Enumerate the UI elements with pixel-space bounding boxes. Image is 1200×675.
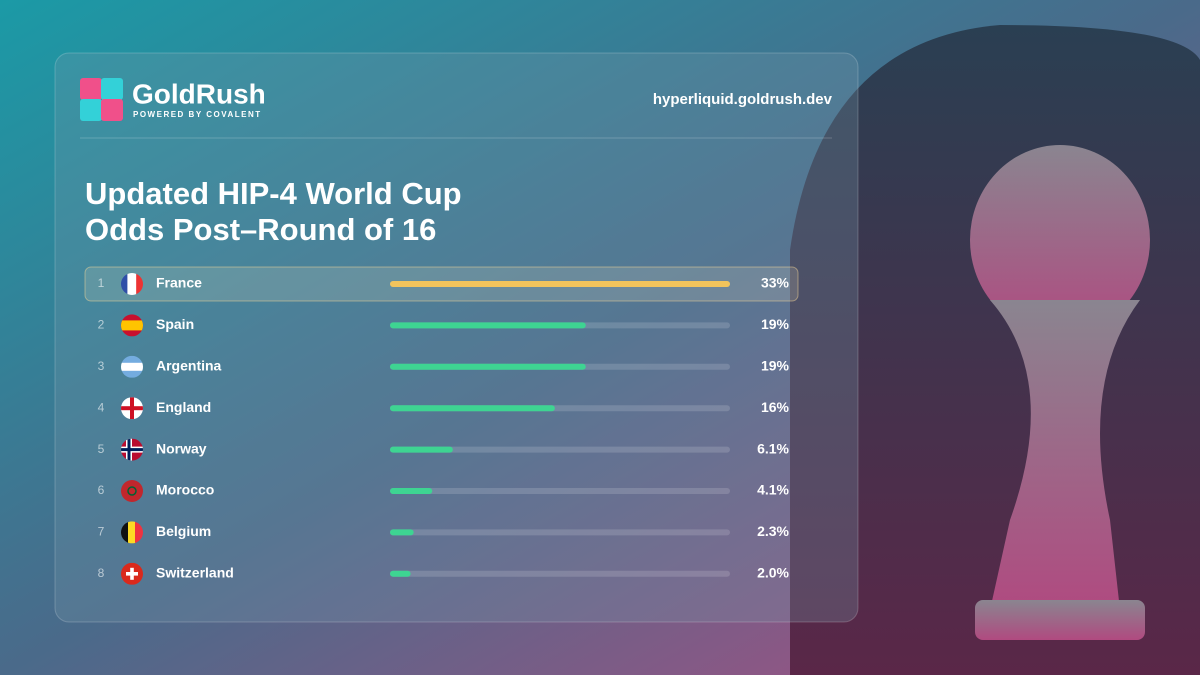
country-label: France bbox=[156, 275, 202, 291]
rank: 7 bbox=[98, 525, 105, 539]
flag-part bbox=[135, 521, 143, 544]
flag-part bbox=[121, 480, 143, 502]
value-label: 19% bbox=[761, 316, 790, 332]
logo-mark bbox=[80, 78, 123, 121]
brand-name: GoldRush bbox=[132, 78, 266, 109]
value-label: 19% bbox=[761, 358, 790, 374]
flag bbox=[121, 273, 143, 295]
chart-title: Odds Post–Round of 16 bbox=[85, 212, 436, 247]
rank: 8 bbox=[98, 566, 105, 580]
bar-track bbox=[390, 488, 730, 494]
flag-part bbox=[121, 362, 143, 371]
bar bbox=[390, 363, 586, 370]
value-label: 16% bbox=[761, 399, 790, 415]
brand-tagline: POWERED BY COVALENT bbox=[133, 110, 262, 119]
flag bbox=[121, 355, 143, 378]
flag bbox=[121, 562, 143, 585]
flag bbox=[121, 480, 143, 502]
bar bbox=[390, 446, 453, 453]
flag bbox=[121, 521, 143, 544]
value-label: 4.1% bbox=[757, 482, 789, 498]
rank: 5 bbox=[98, 442, 105, 456]
bar-track bbox=[390, 529, 730, 536]
flag bbox=[121, 397, 143, 420]
rank: 2 bbox=[98, 318, 105, 332]
panel bbox=[54, 52, 859, 623]
country-label: Morocco bbox=[156, 482, 214, 498]
country-label: England bbox=[156, 399, 211, 415]
flag bbox=[121, 314, 143, 337]
value-label: 33% bbox=[761, 275, 790, 291]
flag-part bbox=[121, 521, 129, 544]
flag-part bbox=[121, 406, 143, 411]
flag bbox=[121, 438, 143, 461]
flag-part bbox=[136, 273, 143, 295]
flag-part bbox=[121, 448, 143, 452]
value-label: 2.0% bbox=[757, 565, 789, 581]
bar-track bbox=[390, 570, 730, 577]
chart-title: Updated HIP-4 World Cup bbox=[85, 176, 462, 211]
bar bbox=[390, 281, 730, 287]
country-label: Switzerland bbox=[156, 565, 234, 581]
value-label: 2.3% bbox=[757, 523, 789, 539]
bar-track bbox=[390, 446, 730, 453]
country-label: Spain bbox=[156, 316, 194, 332]
country-label: Argentina bbox=[156, 358, 222, 374]
url: hyperliquid.goldrush.dev bbox=[653, 91, 833, 108]
flag-part bbox=[121, 273, 128, 295]
bar bbox=[390, 570, 411, 577]
bar bbox=[390, 322, 586, 329]
trophy bbox=[970, 145, 1150, 640]
flag-part bbox=[128, 521, 136, 544]
bar bbox=[390, 488, 433, 494]
country-label: Norway bbox=[156, 440, 207, 456]
rank: 6 bbox=[98, 483, 105, 497]
bar bbox=[390, 529, 414, 536]
rank: 4 bbox=[98, 400, 105, 414]
flag-part bbox=[127, 486, 137, 496]
rank: 3 bbox=[98, 359, 105, 373]
country-label: Belgium bbox=[156, 523, 211, 539]
flag-part bbox=[127, 273, 137, 295]
flag-part bbox=[126, 572, 138, 576]
value-label: 6.1% bbox=[757, 440, 789, 456]
flag-part bbox=[121, 320, 143, 331]
bar bbox=[390, 405, 555, 412]
rank: 1 bbox=[98, 276, 105, 290]
